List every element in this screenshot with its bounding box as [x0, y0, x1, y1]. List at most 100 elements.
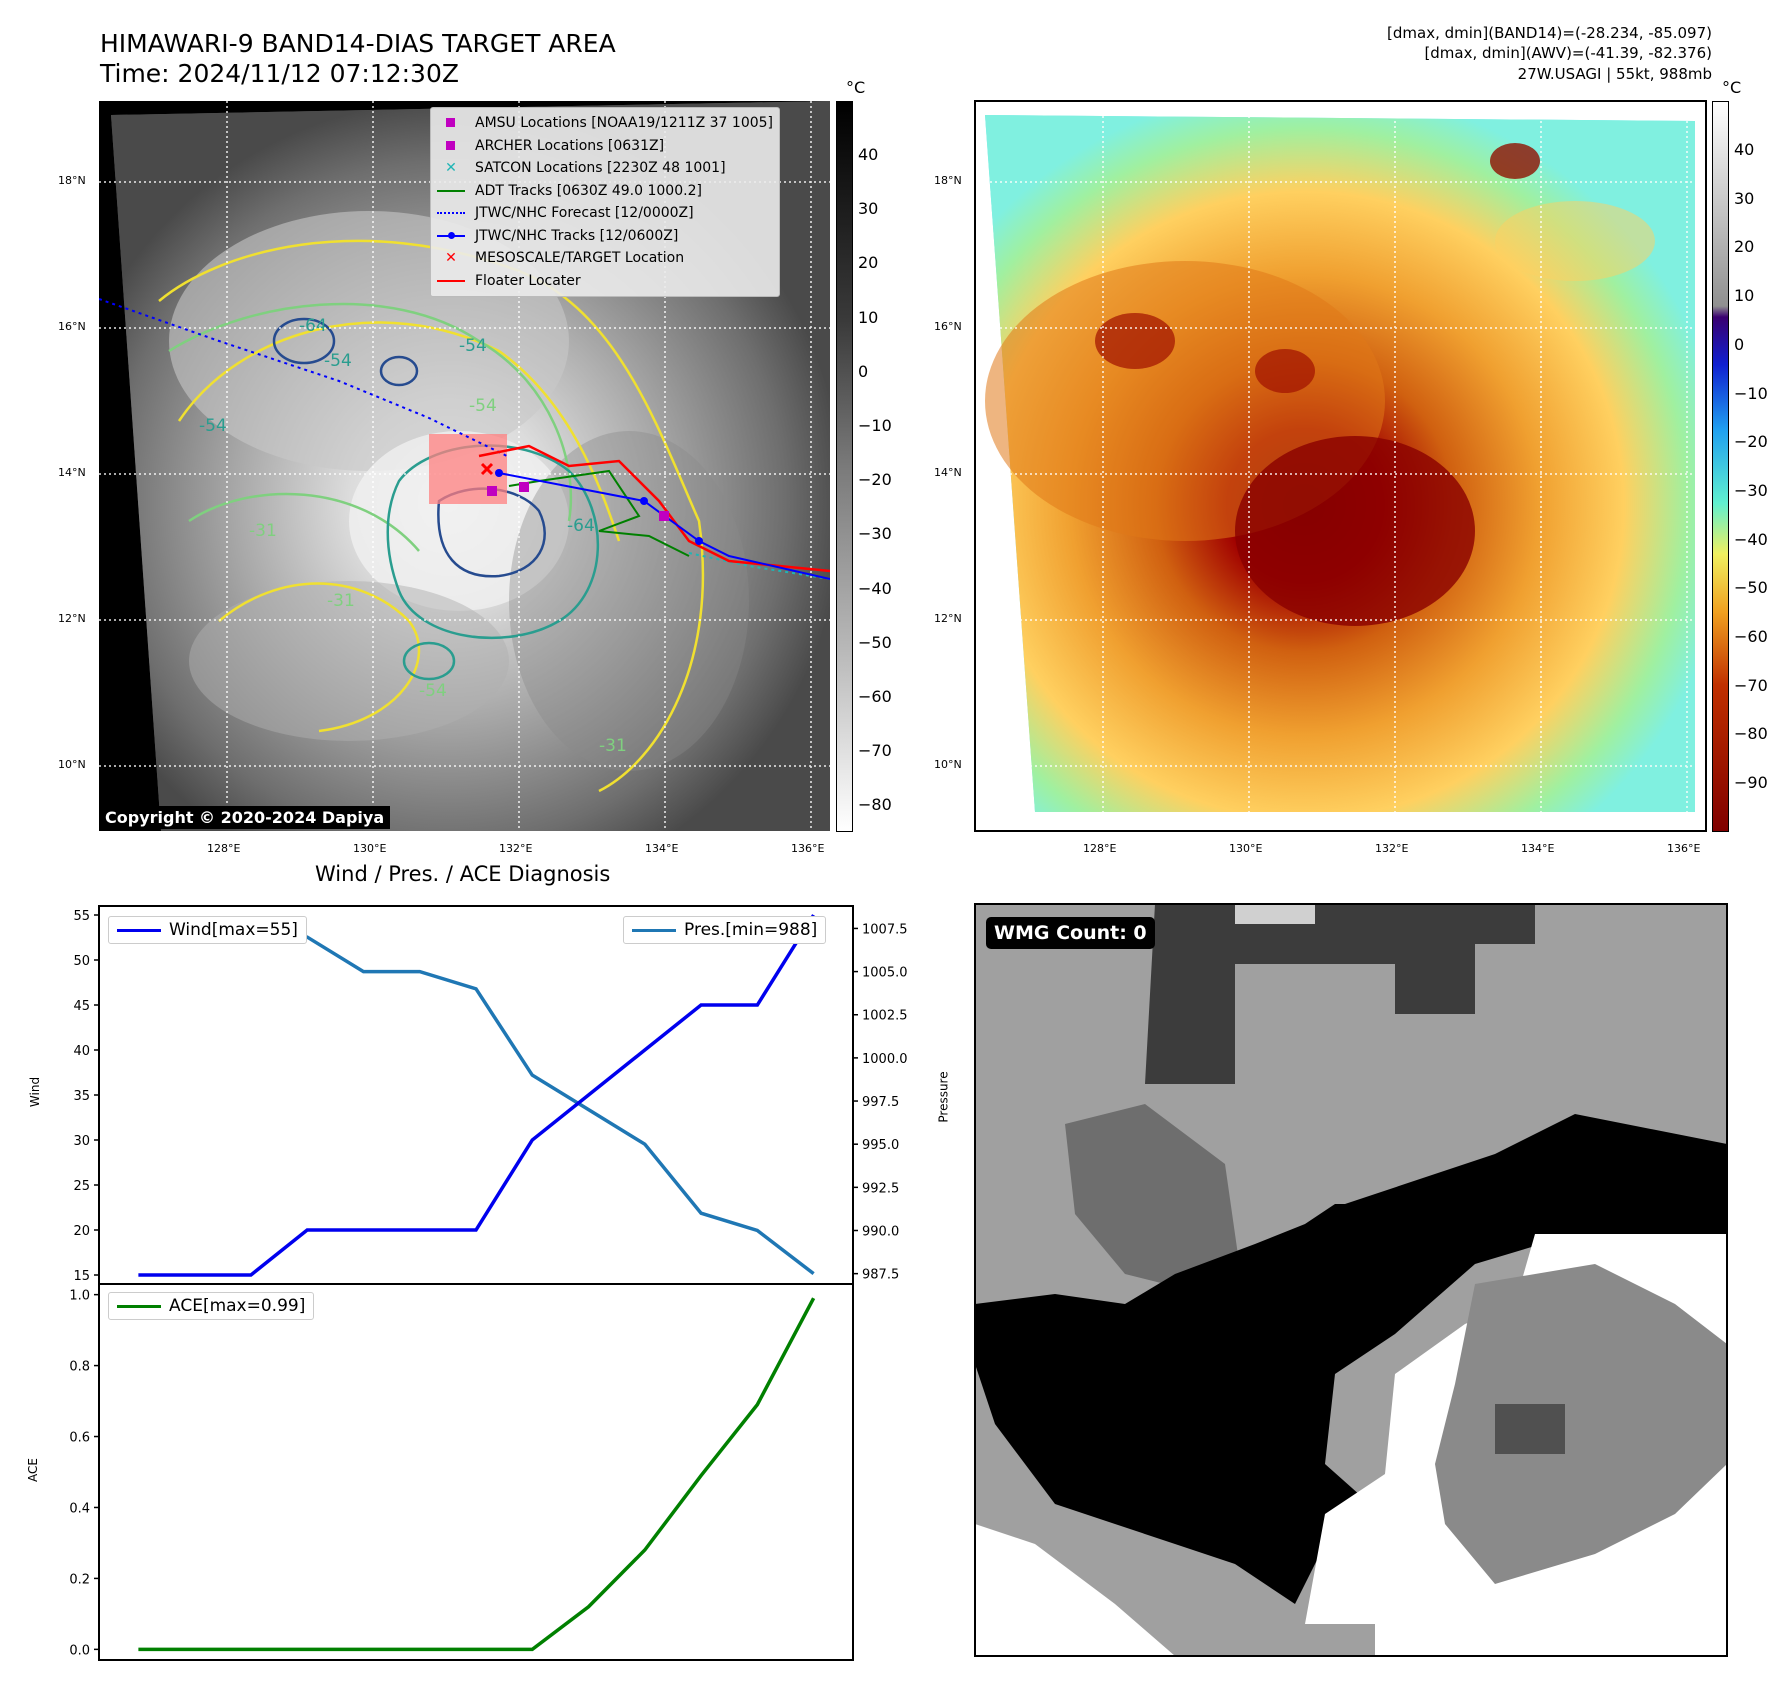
lon-label: 134°E [645, 842, 679, 855]
colorbar-tick: 0 [858, 361, 869, 381]
lon-label: 130°E [1229, 842, 1263, 855]
colorbar-tick: 40 [1734, 140, 1755, 159]
wind-tick-label: 15 [73, 1269, 90, 1284]
wind-tick-label: 55 [73, 909, 90, 924]
ace-legend-label: ACE[max=0.99] [169, 1296, 306, 1316]
colorbar-tick: −60 [1734, 627, 1768, 646]
awv-map-frame [974, 100, 1707, 832]
colorbar-tick: 30 [858, 199, 879, 219]
colorbar-tick: −80 [1734, 724, 1768, 744]
wind-tick-label: 35 [73, 1089, 90, 1104]
lon-label: 136°E [791, 842, 825, 855]
pressure-legend-label: Pres.[min=988] [684, 920, 818, 940]
colorbar-tick: −20 [1734, 432, 1768, 452]
wmg-count-badge: WMG Count: 0 [986, 917, 1155, 949]
colorbar-tick: −30 [858, 524, 892, 544]
ace-tick-label: 0.8 [69, 1360, 90, 1375]
diagnosis-title: Wind / Pres. / ACE Diagnosis [315, 862, 611, 886]
contour-label: -64 [567, 516, 595, 536]
copyright-label: Copyright © 2020-2024 Dapiya [99, 806, 391, 829]
lat-label: 18°N [58, 174, 86, 187]
pressure-tick-label: 990.0 [862, 1224, 899, 1239]
wind-tick-label: 30 [73, 1134, 90, 1149]
legend-item-jtwc-tracks: JTWC/NHC Tracks [12/0600Z] [437, 225, 773, 248]
legend-label: ARCHER Locations [0631Z] [475, 137, 665, 154]
amsu-marker [487, 486, 497, 496]
contour-label: -54 [459, 336, 487, 356]
legend-item-adt: ADT Tracks [0630Z 49.0 1000.2] [437, 180, 773, 203]
lon-label: 132°E [1375, 842, 1409, 855]
colorbar-left [836, 101, 853, 832]
awv-map-image [975, 101, 1706, 831]
legend-item-target: ✕ MESOSCALE/TARGET Location [437, 247, 773, 270]
wind-legend-label: Wind[max=55] [169, 920, 298, 940]
wind-tick-label: 40 [73, 1044, 90, 1059]
lon-label: 128°E [207, 842, 241, 855]
pressure-axis-label: Pressure [936, 1071, 951, 1123]
contour-label: -31 [249, 521, 277, 541]
wind-tick-label: 20 [73, 1224, 90, 1239]
lat-label: 16°N [58, 320, 86, 333]
lat-label: 14°N [58, 466, 86, 479]
lat-label: 12°N [934, 612, 962, 625]
lon-label: 134°E [1521, 842, 1555, 855]
legend-label: AMSU Locations [NOAA19/1211Z 37 1005] [475, 115, 774, 131]
lat-label: 16°N [934, 320, 962, 333]
wmg-panel [975, 904, 1727, 1656]
storm-info: 27W.USAGI | 55kt, 988mb [1517, 65, 1712, 83]
ace-axis-label: ACE [25, 1458, 40, 1482]
map-time: Time: 2024/11/12 07:12:30Z [100, 59, 459, 88]
wind-axis-label: Wind [28, 1076, 43, 1108]
pressure-tick-label: 995.0 [862, 1138, 899, 1153]
contour-label: -54 [199, 416, 227, 436]
colorbar-tick: −20 [858, 470, 892, 490]
colorbar-tick: −50 [1734, 578, 1768, 598]
legend-label: Floater Locater [475, 272, 581, 289]
colorbar-tick: −50 [858, 632, 892, 652]
lat-label: 10°N [58, 758, 86, 771]
colorbar-tick: 10 [1734, 286, 1755, 306]
wind-line [138, 914, 816, 1277]
pressure-tick-label: 1000.0 [862, 1052, 908, 1067]
awv-map-panel [975, 101, 1706, 831]
pressure-tick-label: 1007.5 [862, 922, 908, 937]
colorbar-tick: −70 [1734, 675, 1768, 695]
colorbar-right [1712, 101, 1729, 832]
colorbar-tick: −10 [1734, 383, 1768, 403]
ace-tick-label: 0.0 [69, 1643, 90, 1658]
archer-marker [659, 511, 669, 521]
legend-label: SATCON Locations [2230Z 48 1001] [475, 160, 726, 176]
legend-item-floater: Floater Locater [437, 270, 773, 293]
wind-tick-label: 45 [73, 999, 90, 1014]
ace-tick-label: 0.4 [69, 1501, 90, 1516]
colorbar-tick: 10 [858, 307, 879, 327]
colorbar-tick: −40 [858, 578, 892, 598]
map-title: HIMAWARI-9 BAND14-DIAS TARGET AREA [100, 29, 616, 58]
ace-tick-label: 0.6 [69, 1431, 90, 1446]
colorbar-tick: −70 [858, 741, 892, 761]
lon-label: 136°E [1667, 842, 1701, 855]
colorbar-tick: 0 [1734, 334, 1745, 354]
colorbar-tick: 20 [858, 253, 879, 273]
pressure-line [138, 926, 815, 1276]
lat-label: 14°N [934, 466, 962, 479]
floater-track [478, 444, 831, 573]
colorbar-tick: −60 [858, 687, 892, 706]
colorbar-tick: −80 [858, 795, 892, 815]
contour-label: -31 [327, 591, 355, 611]
contour-label: -54 [469, 396, 497, 416]
jtwc-track-point [695, 537, 703, 545]
lat-label: 10°N [934, 758, 962, 771]
archer-marker [519, 482, 529, 492]
contour-label: -54 [419, 681, 447, 701]
contour-label: -64 [299, 316, 327, 336]
colorbar-tick: 20 [1734, 237, 1755, 257]
legend-item-amsu: AMSU Locations [NOAA19/1211Z 37 1005] [437, 112, 773, 135]
legend-item-satcon: ✕ SATCON Locations [2230Z 48 1001] [437, 157, 773, 180]
contour-label: -54 [324, 351, 352, 371]
wind-tick-label: 25 [73, 1179, 90, 1194]
pressure-tick-label: 987.5 [862, 1268, 899, 1283]
legend-label: MESOSCALE/TARGET Location [475, 250, 685, 266]
lon-label: 130°E [353, 842, 387, 855]
wind-legend: Wind[max=55] [108, 916, 307, 944]
